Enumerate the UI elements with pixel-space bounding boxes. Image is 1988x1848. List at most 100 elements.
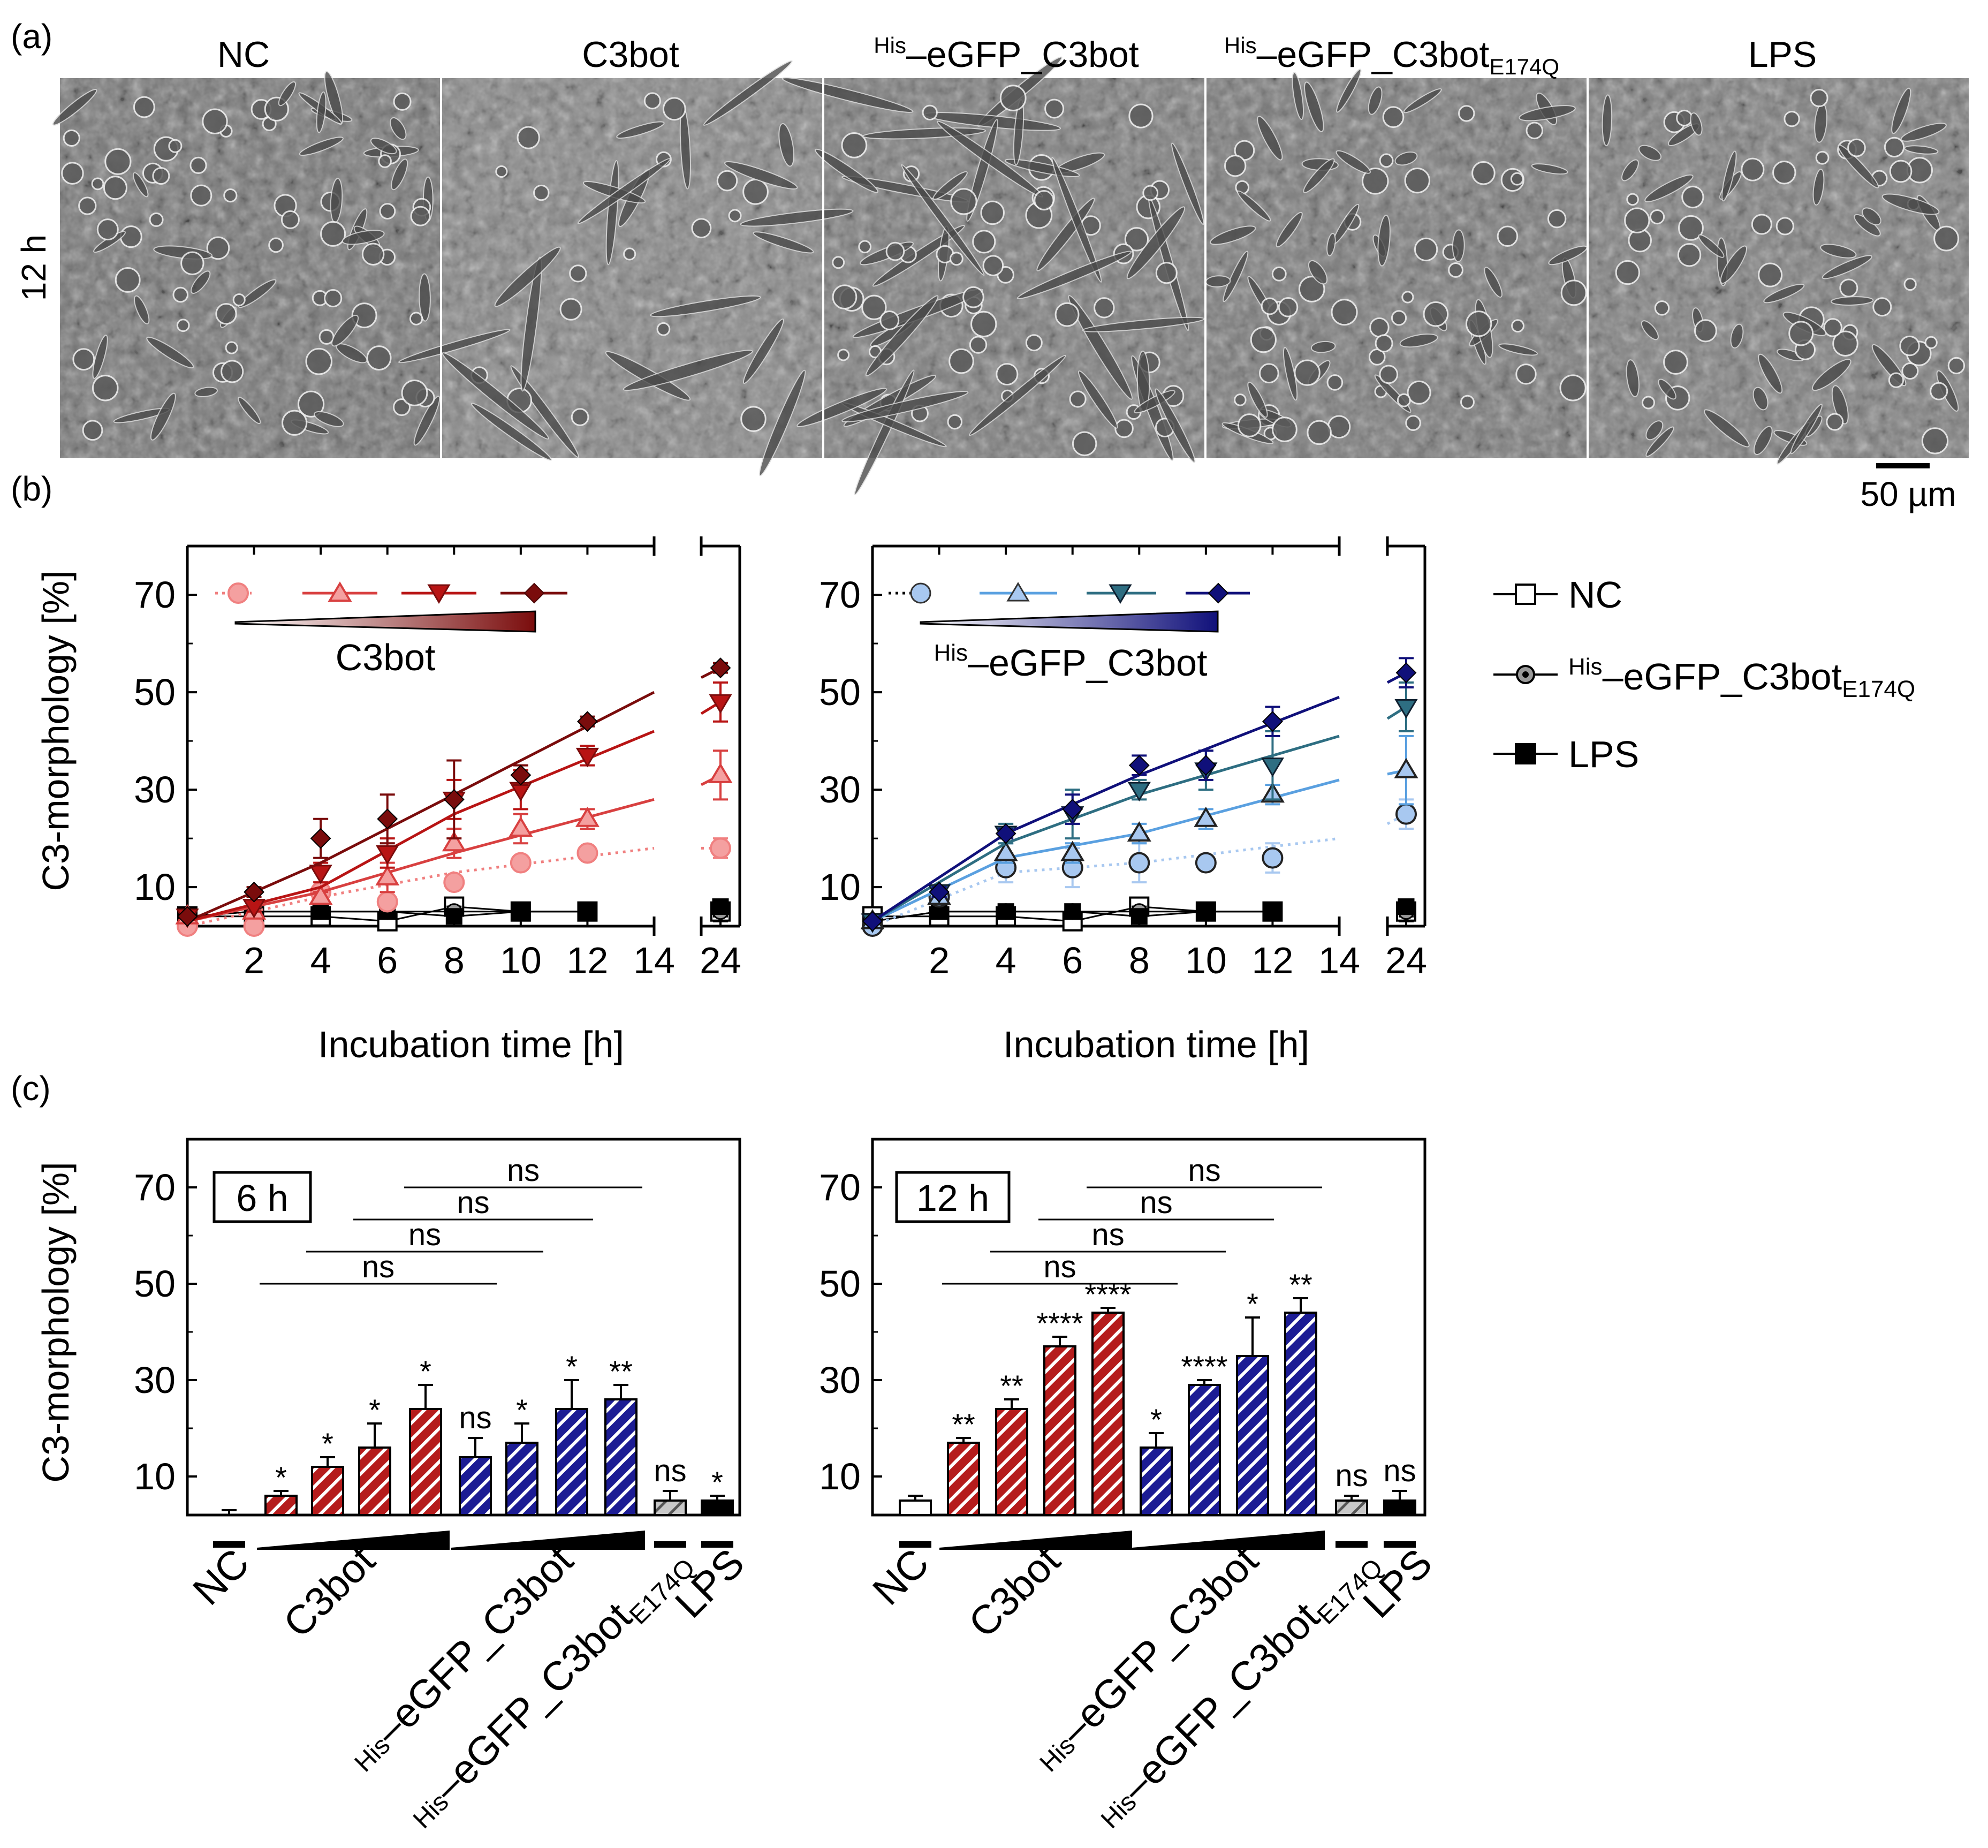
cell: [1498, 343, 1538, 356]
cell: [947, 414, 963, 430]
data-point: [993, 840, 1018, 861]
cell: [324, 289, 343, 308]
cell: [1134, 390, 1175, 414]
cell: [972, 230, 996, 254]
c-right-category-labels: NC C3bot His–eGFP_C3bot His–eGFP_C3botE1…: [864, 1538, 1441, 1834]
cell: [1899, 335, 1920, 357]
cell: [392, 398, 411, 416]
cell: [716, 170, 738, 192]
bar: [995, 1408, 1028, 1516]
cell: [1823, 318, 1842, 337]
cell: [1250, 327, 1277, 353]
cell: [1404, 167, 1430, 194]
cell: [569, 264, 587, 283]
cell: [132, 172, 149, 198]
cell: [1362, 167, 1389, 195]
cell: [1784, 110, 1800, 127]
cell: [837, 349, 850, 361]
cell: [1626, 359, 1640, 398]
cell: [342, 230, 385, 245]
cell: [1815, 150, 1830, 165]
cell: [225, 341, 238, 354]
cell: [1082, 316, 1205, 332]
cell: [103, 176, 128, 200]
cell: [1649, 209, 1665, 225]
micrograph-title-egfp-c3bot-e174q: His–eGFP_C3botE174Q: [1224, 33, 1559, 79]
cell: [1247, 381, 1268, 418]
cell: [316, 91, 327, 133]
cell: [885, 241, 905, 261]
row-label-12h: 12 h: [14, 234, 53, 301]
legend-lps-label: LPS: [1568, 733, 1639, 775]
cell: [1283, 346, 1298, 401]
data-point: [579, 903, 596, 920]
c3bot-dose-wedge: [234, 610, 536, 633]
data-point: [1128, 852, 1150, 874]
cell: [1142, 185, 1159, 201]
cell: [1458, 105, 1475, 122]
legend-nc-label: NC: [1568, 574, 1622, 616]
cell: [495, 165, 508, 178]
cell: [1044, 99, 1065, 119]
cell: [1904, 145, 1939, 155]
cell: [1236, 190, 1271, 222]
data-point: [1128, 755, 1150, 776]
scale-bar-label: 50 µm: [1860, 475, 1956, 513]
cell: [1621, 159, 1639, 181]
significance-label: ns: [1383, 1453, 1416, 1488]
significance-label: ns: [1335, 1458, 1368, 1493]
cell: [1034, 190, 1054, 211]
cell: [1368, 349, 1386, 366]
cell: [1399, 334, 1438, 348]
significance-label: *: [275, 1460, 287, 1494]
b-series-legend: NC His–eGFP_C3botE174Q LPS: [1493, 574, 1915, 775]
cell: [1126, 206, 1186, 279]
bar: [947, 1442, 980, 1516]
data-point: [710, 657, 731, 678]
significance-label: ns: [654, 1453, 686, 1488]
cell: [238, 279, 277, 308]
cell: [1303, 158, 1335, 193]
b-right-title: His–eGFP_C3bot: [934, 640, 1207, 684]
cell: [1307, 420, 1332, 445]
data-point: [376, 845, 399, 865]
cell: [1304, 81, 1324, 132]
data-point: [375, 865, 400, 885]
cell: [1654, 300, 1670, 316]
cell: [351, 302, 377, 329]
cell: [1947, 357, 1966, 375]
cell: [832, 284, 858, 310]
legend-lps-marker: [1515, 743, 1536, 764]
cell: [1068, 295, 1133, 400]
cell: [1526, 122, 1544, 140]
cell: [742, 318, 784, 384]
cell: [221, 360, 244, 383]
cell: [517, 126, 540, 149]
y-tick-label: 50: [819, 1263, 861, 1305]
significance-label: *: [369, 1393, 381, 1427]
x-tick-label: 12: [1251, 940, 1293, 981]
cell: [879, 310, 900, 330]
legend-nc-marker: [1515, 584, 1536, 605]
cell: [1403, 88, 1442, 113]
cell: [1331, 299, 1358, 326]
cat-label-c3bot: C3bot: [275, 1538, 384, 1647]
cell: [268, 237, 284, 253]
cell: [832, 256, 845, 269]
cell: [92, 335, 108, 379]
significance-label: **: [609, 1354, 633, 1388]
cell: [1016, 251, 1132, 300]
cell: [520, 256, 542, 392]
data-point: [512, 903, 529, 920]
cell: [1547, 209, 1567, 229]
cell: [223, 188, 238, 203]
cell: [419, 273, 431, 322]
cell: [1900, 123, 1947, 142]
cell: [1271, 416, 1297, 443]
cell: [643, 92, 661, 110]
cell: [1811, 359, 1852, 391]
cell: [314, 411, 344, 427]
